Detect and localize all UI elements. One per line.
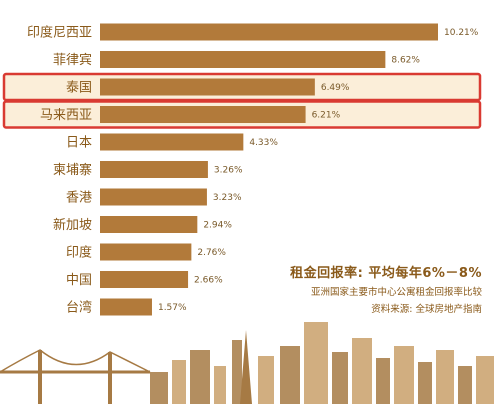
skyline-building	[258, 356, 274, 404]
value-label: 2.76%	[197, 248, 226, 258]
bar	[100, 51, 386, 68]
value-label: 6.49%	[321, 83, 350, 93]
chart-annotation: 租金回报率: 平均每年6%－8% 亚洲国家主要市中心公寓租金回报率比较 资料来源…	[290, 262, 482, 315]
value-label: 1.57%	[158, 303, 187, 313]
bar	[100, 23, 438, 41]
category-label: 日本	[66, 136, 92, 151]
category-label: 马来西亚	[40, 108, 92, 123]
bar	[100, 298, 152, 316]
skyline-building	[394, 346, 414, 404]
bar	[100, 243, 192, 261]
value-label: 10.21%	[444, 28, 479, 38]
skyline-building	[190, 350, 210, 404]
bars-group: 印度尼西亚 10.21% 菲律宾 8.62% 泰国 6.49% 马来西亚 6.21% 日本 4.3…	[2, 23, 482, 316]
value-label: 6.21%	[312, 111, 341, 121]
category-label: 泰国	[66, 81, 92, 96]
annotation-title: 租金回报率: 平均每年6%－8%	[290, 266, 482, 281]
category-label: 菲律宾	[53, 52, 92, 68]
category-label: 新加坡	[53, 217, 92, 233]
skyline-building	[304, 322, 328, 404]
bar	[100, 271, 189, 288]
bar	[100, 188, 207, 206]
skyline-building	[150, 372, 168, 404]
skyline-building	[214, 366, 226, 404]
category-label: 香港	[66, 191, 92, 206]
category-label: 印度尼西亚	[27, 25, 92, 41]
skyline-building	[476, 356, 494, 404]
category-label: 柬埔寨	[53, 162, 92, 178]
skyline-building	[352, 338, 372, 404]
bar	[100, 161, 208, 178]
bar	[100, 216, 198, 233]
annotation-source: 资料来源: 全球房地产指南	[371, 304, 482, 315]
skyline-building	[232, 340, 242, 404]
skyline-building	[280, 346, 300, 404]
value-label: 4.33%	[249, 138, 278, 148]
annotation-subtitle: 亚洲国家主要市中心公寓租金回报率比较	[310, 287, 482, 298]
value-label: 3.23%	[213, 193, 242, 203]
bar	[100, 133, 244, 151]
value-label: 8.62%	[391, 56, 420, 66]
category-label: 中国	[66, 273, 92, 288]
category-label: 台湾	[66, 300, 92, 316]
skyline-bridge-cable	[0, 349, 151, 373]
bar	[100, 106, 306, 123]
category-label: 印度	[66, 245, 92, 261]
skyline-building	[376, 358, 390, 404]
skyline-building	[436, 350, 454, 404]
value-label: 2.66%	[194, 276, 223, 286]
skyline-building	[332, 352, 348, 404]
skyline-spire	[240, 330, 252, 404]
bar	[100, 78, 315, 96]
skyline-building	[172, 360, 186, 404]
value-label: 3.26%	[214, 166, 243, 176]
value-label: 2.94%	[203, 221, 232, 231]
city-skyline-illustration	[0, 322, 494, 404]
skyline-building	[458, 366, 472, 404]
skyline-building	[418, 362, 432, 404]
